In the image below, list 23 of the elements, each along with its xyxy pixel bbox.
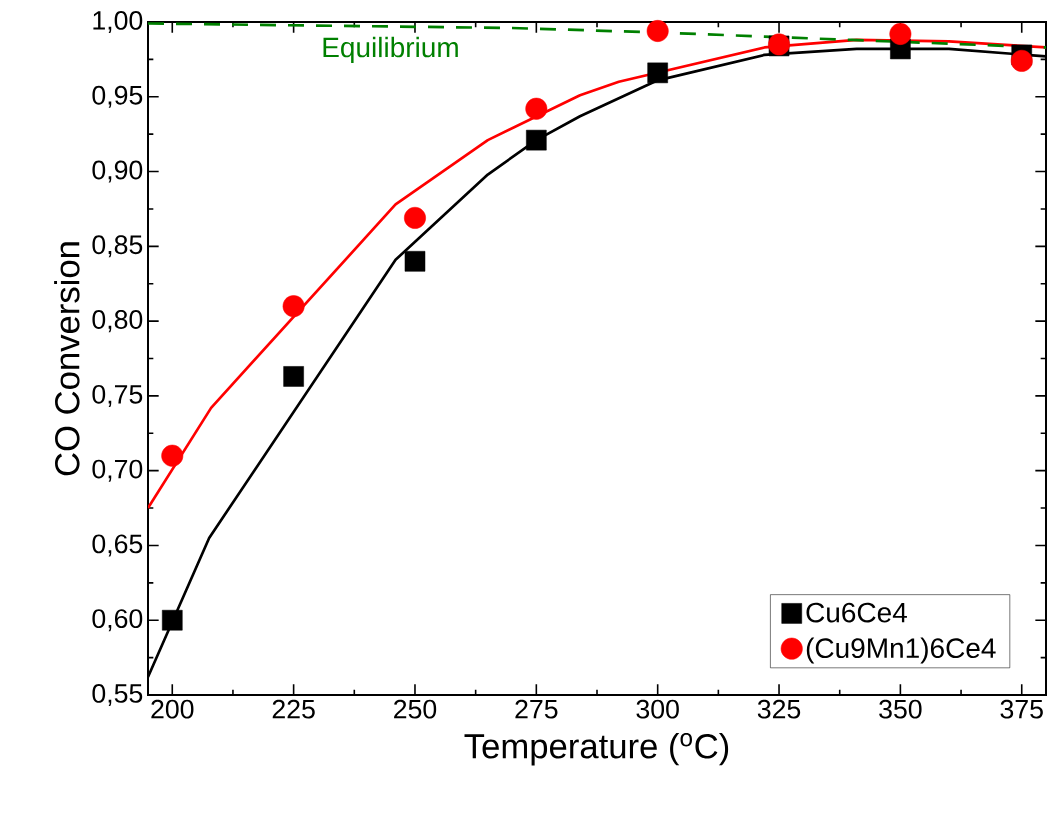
x-tick-label: 300 — [636, 699, 679, 719]
y-tick-label: 0,75 — [92, 384, 143, 407]
x-tick-label: 250 — [394, 699, 437, 719]
y-tick-label: 0,90 — [92, 160, 143, 183]
x-tick-label: 275 — [515, 699, 558, 719]
y-tick-label: 0,95 — [92, 85, 143, 108]
x-tick-label: 200 — [151, 699, 194, 719]
y-tick-label: 0,70 — [92, 459, 143, 482]
x-tick-label: 350 — [879, 699, 922, 719]
y-tick-label: 0,60 — [92, 609, 143, 632]
x-tick-label: 325 — [757, 699, 801, 719]
y-tick-label: 0,80 — [92, 310, 143, 333]
y-tick-label: 0,55 — [92, 683, 143, 707]
y-tick-label: 0,65 — [92, 534, 143, 557]
x-axis-title: Temperature ($^{o}$C) — [464, 733, 729, 766]
x-tick-label: 225 — [272, 699, 315, 719]
y-tick-label: 0,85 — [92, 235, 143, 258]
y-axis-title: CO Conversion — [54, 242, 80, 476]
legend-label: (Cu9Mn1)6Ce4 — [806, 637, 996, 664]
x-tick-label: 375 — [1000, 699, 1043, 719]
legend-label: Cu6Ce4 — [806, 602, 907, 623]
y-tick-label: 1,00 — [93, 11, 143, 34]
series-label: Equilibrium — [323, 36, 458, 63]
